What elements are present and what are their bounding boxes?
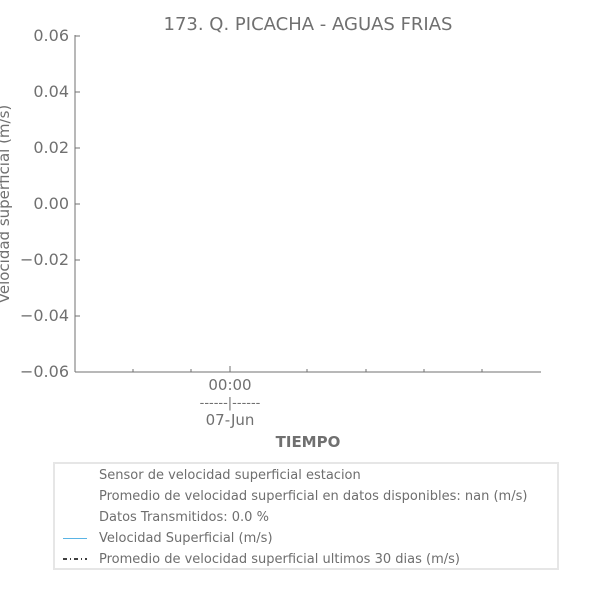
- legend-entry-30day-average: Promedio de velocidad superficial ultimo…: [55, 550, 557, 570]
- chart-svg: 173. Q. PICACHA - AGUAS FRIAS Velocidad …: [0, 14, 541, 451]
- legend: Sensor de velocidad superficial estacion…: [53, 462, 559, 570]
- legend-entry-velocity: Velocidad Superficial (m/s): [55, 529, 557, 549]
- legend-dashdot-swatch: [63, 558, 87, 560]
- y-tick-label: −0.04: [20, 306, 69, 325]
- legend-entry-average-available: Promedio de velocidad superficial en dat…: [55, 487, 557, 507]
- chart-title: 173. Q. PICACHA - AGUAS FRIAS: [164, 14, 453, 35]
- y-axis-label: Velocidad superficial (m/s): [0, 105, 13, 304]
- y-tick-label: −0.02: [20, 250, 69, 269]
- legend-label: Promedio de velocidad superficial ultimo…: [99, 552, 460, 567]
- x-tick-label-separator: ------|------: [200, 396, 261, 411]
- y-tick-label: 0.06: [33, 26, 69, 45]
- y-tick-label: 0.04: [33, 82, 69, 101]
- legend-label: Sensor de velocidad superficial estacion: [99, 468, 361, 483]
- y-tick-label: −0.06: [20, 362, 69, 381]
- legend-entry-sensor: Sensor de velocidad superficial estacion: [55, 466, 557, 486]
- x-minor-tick-group: [132, 369, 483, 372]
- y-tick-label: 0.02: [33, 138, 69, 157]
- legend-line-swatch: [63, 538, 87, 539]
- legend-entry-transmitted: Datos Transmitidos: 0.0 %: [55, 508, 557, 528]
- x-axis-label: TIEMPO: [276, 433, 341, 451]
- y-tick-label: 0.00: [33, 194, 69, 213]
- x-tick-label-time: 00:00: [208, 376, 251, 394]
- legend-label: Datos Transmitidos: 0.0 %: [99, 510, 269, 525]
- legend-label: Velocidad Superficial (m/s): [99, 531, 273, 546]
- legend-label: Promedio de velocidad superficial en dat…: [99, 489, 528, 504]
- y-tick-group: 0.06 0.04 0.02 0.00 −0.02 −0.04 −0.06: [20, 26, 80, 381]
- x-tick-label-date: 07-Jun: [206, 411, 255, 429]
